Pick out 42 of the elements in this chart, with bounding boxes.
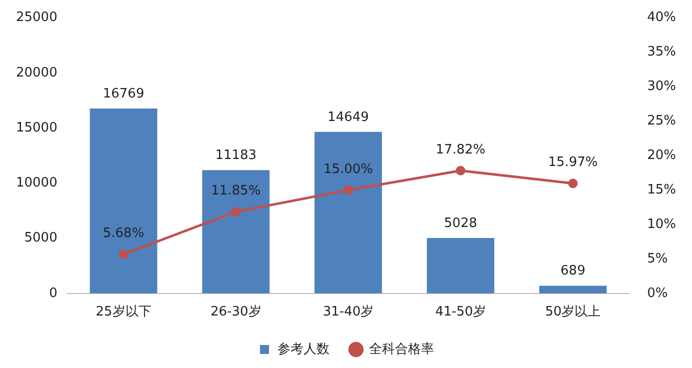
data-label: 5.68% [102,226,144,242]
data-label: 5028 [444,216,478,231]
legend-label: 参考人数 [278,342,330,357]
legend-label: 全科合格率 [369,340,434,357]
bar [314,132,382,294]
y-tick-label: 25000 [16,10,58,26]
point [568,178,578,188]
point [456,166,466,176]
y2-tick-label: 35% [647,44,676,60]
y2-tick-label: 30% [647,79,676,94]
point [231,207,241,217]
data-label: 15.97% [548,155,598,170]
bar [202,170,270,294]
y2-tick-label: 5% [647,251,668,266]
y2-tick-label: 10% [647,216,676,232]
y-tick-label: 0 [49,286,58,301]
y2-tick-label: 20% [647,148,676,163]
data-label: 11183 [215,148,257,163]
y2-tick-label: 0% [647,286,668,301]
y2-tick-label: 40% [647,10,676,26]
y2-tick-label: 25% [647,114,676,129]
y-tick-label: 15000 [16,120,58,136]
data-label: 16769 [102,86,144,102]
data-label: 11.85% [211,184,261,199]
data-label: 17.82% [436,142,486,158]
point [343,185,353,195]
x-tick-label: 31-40岁 [322,304,374,320]
y2-tick-label: 15% [647,182,676,198]
y-tick-label: 20000 [16,65,58,80]
y-tick-label: 5000 [24,230,58,246]
bar [90,108,158,294]
bar [426,238,494,294]
point [118,250,128,260]
x-tick-label: 25岁以下 [96,304,152,320]
x-tick-label: 41-50岁 [435,304,486,320]
x-tick-label: 26-30岁 [210,304,262,320]
x-tick-label: 50岁以上 [545,304,601,320]
bar [539,286,607,294]
data-label: 689 [560,264,586,279]
y-tick-label: 10000 [16,176,58,191]
data-label: 14649 [328,110,369,125]
data-label: 15.00% [323,162,374,177]
